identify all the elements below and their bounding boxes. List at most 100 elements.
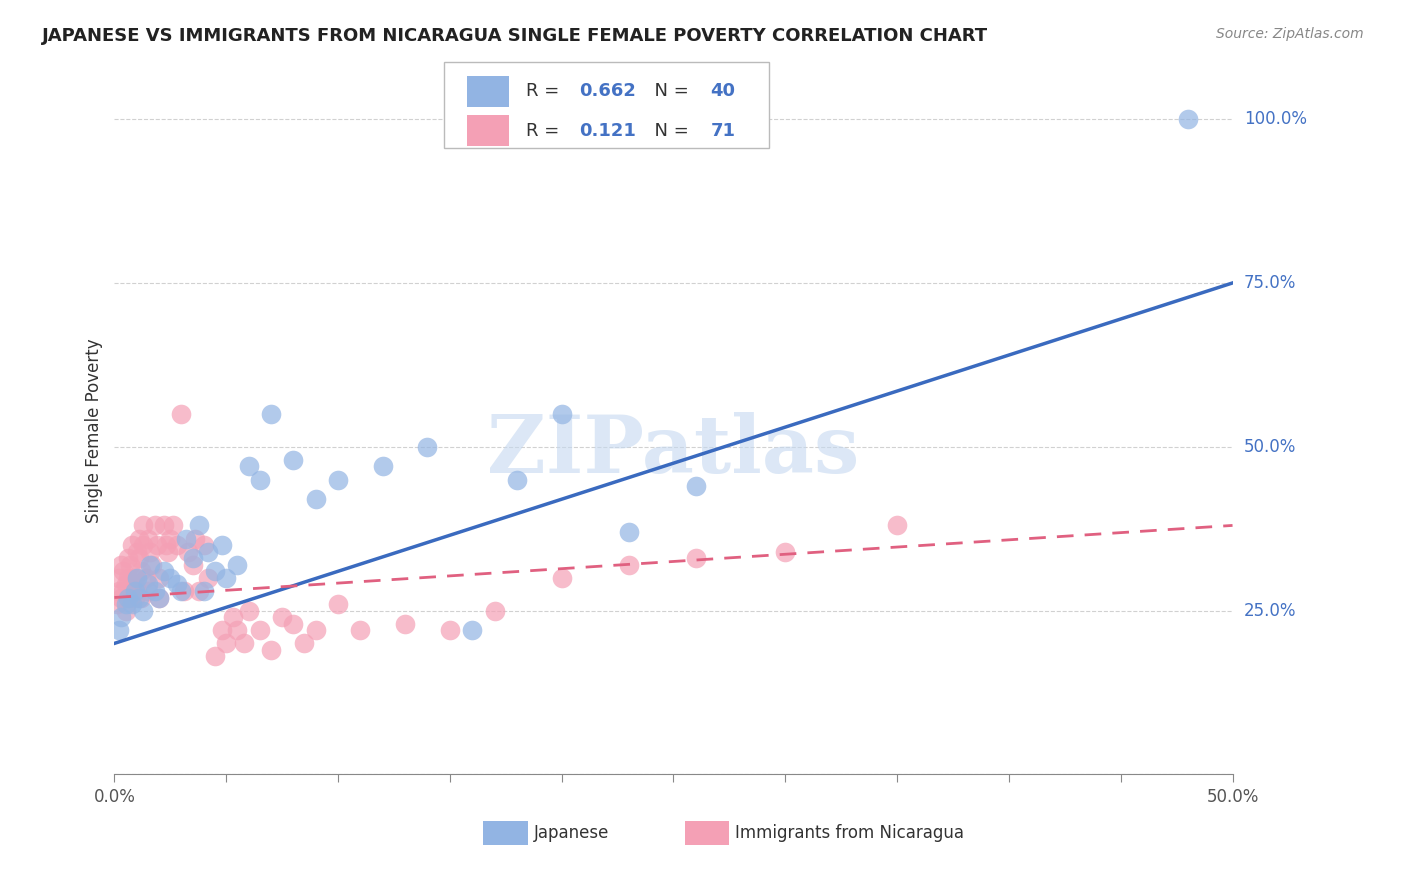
Point: [461, 624, 484, 638]
Point: [108, 584, 131, 599]
Point: [124, 571, 146, 585]
Point: [204, 564, 226, 578]
Text: 71: 71: [710, 121, 735, 140]
FancyBboxPatch shape: [685, 821, 730, 846]
Point: [125, 571, 148, 585]
Point: [238, 604, 260, 618]
Point: [484, 604, 506, 618]
Point: [294, 636, 316, 650]
FancyBboxPatch shape: [444, 62, 769, 148]
Point: [775, 544, 797, 558]
Point: [283, 453, 305, 467]
Point: [170, 407, 193, 421]
Point: [121, 538, 143, 552]
FancyBboxPatch shape: [467, 76, 509, 106]
Point: [110, 558, 132, 572]
Point: [215, 571, 238, 585]
Point: [141, 558, 163, 572]
Point: [105, 597, 128, 611]
Point: [188, 518, 211, 533]
Point: [174, 532, 197, 546]
Point: [617, 524, 640, 539]
Point: [197, 571, 219, 585]
Point: [159, 532, 181, 546]
Point: [135, 571, 157, 585]
Point: [124, 584, 146, 599]
Point: [439, 624, 461, 638]
Point: [143, 584, 166, 599]
Point: [125, 584, 148, 599]
Point: [108, 624, 131, 638]
Point: [114, 597, 136, 611]
Point: [117, 591, 139, 605]
Point: [271, 610, 294, 624]
Point: [129, 564, 152, 578]
Point: [152, 518, 174, 533]
Point: [155, 538, 177, 552]
Point: [117, 551, 139, 566]
Point: [197, 544, 219, 558]
Point: [170, 584, 193, 599]
Point: [114, 604, 136, 618]
Point: [193, 538, 215, 552]
Point: [550, 571, 572, 585]
Point: [159, 571, 181, 585]
Point: [249, 473, 271, 487]
Text: 50.0%: 50.0%: [1244, 438, 1296, 456]
Y-axis label: Single Female Poverty: Single Female Poverty: [86, 338, 103, 523]
Text: 25.0%: 25.0%: [1244, 601, 1296, 620]
Point: [550, 407, 572, 421]
Point: [305, 492, 328, 507]
Point: [132, 538, 155, 552]
Text: R =: R =: [526, 82, 565, 100]
Point: [260, 407, 283, 421]
Point: [249, 624, 271, 638]
Text: 0.121: 0.121: [579, 121, 637, 140]
Point: [211, 624, 233, 638]
Point: [184, 532, 207, 546]
Point: [125, 544, 148, 558]
Point: [112, 584, 135, 599]
Point: [132, 604, 155, 618]
Point: [152, 564, 174, 578]
Text: N =: N =: [644, 82, 695, 100]
Point: [371, 459, 394, 474]
Point: [148, 591, 170, 605]
Point: [173, 584, 195, 599]
Point: [181, 551, 204, 566]
Point: [128, 591, 150, 605]
FancyBboxPatch shape: [484, 821, 529, 846]
Point: [233, 636, 256, 650]
Point: [128, 551, 150, 566]
Point: [685, 479, 707, 493]
Point: [136, 532, 159, 546]
Point: [326, 473, 349, 487]
Point: [114, 577, 136, 591]
Point: [238, 459, 260, 474]
Point: [886, 518, 908, 533]
Text: Source: ZipAtlas.com: Source: ZipAtlas.com: [1216, 27, 1364, 41]
Point: [121, 577, 143, 591]
Point: [215, 636, 238, 650]
Point: [617, 558, 640, 572]
Point: [211, 538, 233, 552]
Point: [132, 518, 155, 533]
Point: [260, 643, 283, 657]
Point: [188, 584, 211, 599]
Point: [143, 518, 166, 533]
Point: [226, 558, 249, 572]
Point: [110, 610, 132, 624]
Point: [166, 538, 188, 552]
Point: [146, 538, 169, 552]
Point: [157, 544, 180, 558]
Point: [181, 558, 204, 572]
Point: [1177, 112, 1199, 127]
Text: 100.0%: 100.0%: [1244, 110, 1306, 128]
Text: ZIPatlas: ZIPatlas: [488, 412, 859, 490]
Point: [506, 473, 529, 487]
Point: [120, 558, 142, 572]
Point: [222, 610, 245, 624]
Point: [416, 440, 439, 454]
Text: JAPANESE VS IMMIGRANTS FROM NICARAGUA SINGLE FEMALE POVERTY CORRELATION CHART: JAPANESE VS IMMIGRANTS FROM NICARAGUA SI…: [42, 27, 988, 45]
Point: [193, 584, 215, 599]
